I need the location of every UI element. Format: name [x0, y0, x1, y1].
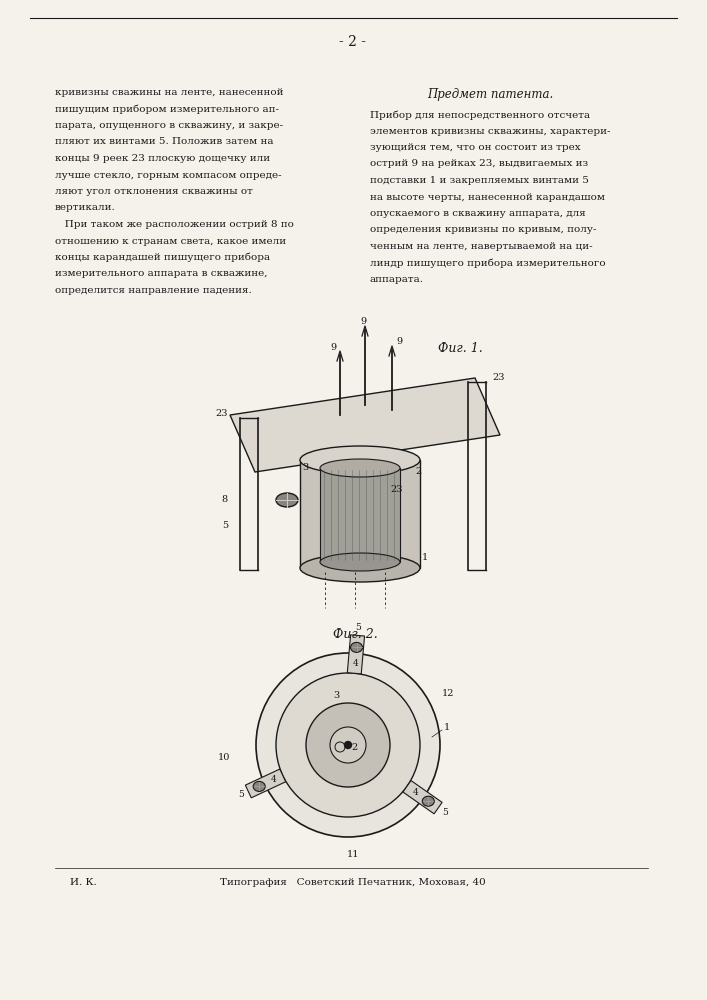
Text: определится направление падения.: определится направление падения.	[55, 286, 252, 295]
Text: При таком же расположении острий 8 по: При таком же расположении острий 8 по	[55, 220, 294, 229]
Text: 9: 9	[331, 342, 337, 352]
Text: острий 9 на рейках 23, выдвигаемых из: острий 9 на рейках 23, выдвигаемых из	[370, 159, 588, 168]
Text: элементов кривизны скважины, характери-: элементов кривизны скважины, характери-	[370, 126, 611, 135]
Text: зующийся тем, что он состоит из трех: зующийся тем, что он состоит из трех	[370, 143, 580, 152]
Text: 1: 1	[444, 722, 450, 732]
Text: подставки 1 и закрепляемых винтами 5: подставки 1 и закрепляемых винтами 5	[370, 176, 589, 185]
Text: 3: 3	[333, 690, 339, 700]
Text: Типография   Советский Печатник, Моховая, 40: Типография Советский Печатник, Моховая, …	[220, 878, 486, 887]
Text: парата, опущенного в скважину, и закре-: парата, опущенного в скважину, и закре-	[55, 121, 283, 130]
Text: концы 9 реек 23 плоскую дощечку или: концы 9 реек 23 плоскую дощечку или	[55, 154, 270, 163]
Text: на высоте черты, нанесенной карандашом: на высоте черты, нанесенной карандашом	[370, 192, 605, 202]
Text: Фиг. 1.: Фиг. 1.	[438, 342, 482, 355]
Text: 8: 8	[222, 495, 228, 504]
Text: ляют угол отклонения скважины от: ляют угол отклонения скважины от	[55, 187, 253, 196]
Text: 1: 1	[422, 554, 428, 562]
Circle shape	[276, 673, 420, 817]
Text: 11: 11	[346, 850, 359, 859]
Text: пишущим прибором измерительного ап-: пишущим прибором измерительного ап-	[55, 104, 279, 114]
Polygon shape	[300, 460, 420, 568]
Polygon shape	[320, 468, 400, 562]
Text: Фиг. 2.: Фиг. 2.	[332, 628, 378, 641]
Text: отношению к странам света, какое имели: отношению к странам света, какое имели	[55, 236, 286, 245]
Circle shape	[344, 742, 351, 748]
Text: 4: 4	[412, 788, 418, 797]
Ellipse shape	[320, 459, 400, 477]
Circle shape	[256, 653, 440, 837]
Text: кривизны сважины на ленте, нанесенной: кривизны сважины на ленте, нанесенной	[55, 88, 284, 97]
Ellipse shape	[253, 781, 265, 791]
Ellipse shape	[320, 553, 400, 571]
Polygon shape	[230, 378, 500, 472]
Ellipse shape	[300, 554, 420, 582]
Text: 2: 2	[352, 742, 358, 752]
Text: 23: 23	[216, 410, 228, 418]
Text: опускаемого в скважину аппарата, для: опускаемого в скважину аппарата, для	[370, 209, 586, 218]
Polygon shape	[245, 769, 286, 798]
Text: 4: 4	[271, 775, 276, 784]
Ellipse shape	[422, 796, 434, 806]
Text: линдр пишущего прибора измерительного: линдр пишущего прибора измерительного	[370, 258, 606, 268]
Text: Предмет патента.: Предмет патента.	[427, 88, 553, 101]
Text: 3: 3	[302, 464, 308, 473]
Text: 5: 5	[222, 520, 228, 530]
Text: 5: 5	[442, 808, 448, 817]
Text: 9: 9	[396, 338, 402, 347]
Text: ченным на ленте, навертываемой на ци-: ченным на ленте, навертываемой на ци-	[370, 242, 592, 251]
Circle shape	[330, 727, 366, 763]
Text: 12: 12	[442, 688, 455, 698]
Text: концы карандашей пишущего прибора: концы карандашей пишущего прибора	[55, 253, 270, 262]
Text: И. К.: И. К.	[70, 878, 97, 887]
Text: 5: 5	[356, 623, 361, 632]
Ellipse shape	[276, 493, 298, 507]
Text: лучше стекло, горным компасом опреде-: лучше стекло, горным компасом опреде-	[55, 170, 281, 180]
Text: Прибор для непосредственного отсчета: Прибор для непосредственного отсчета	[370, 110, 590, 119]
Text: измерительного аппарата в скважине,: измерительного аппарата в скважине,	[55, 269, 267, 278]
Text: аппарата.: аппарата.	[370, 275, 424, 284]
Text: пляют их винтами 5. Положив затем на: пляют их винтами 5. Положив затем на	[55, 137, 274, 146]
Text: 9: 9	[360, 318, 366, 326]
Ellipse shape	[300, 446, 420, 474]
Polygon shape	[347, 635, 365, 674]
Text: 10: 10	[218, 752, 230, 762]
Text: 5: 5	[238, 790, 244, 799]
Text: - 2 -: - 2 -	[339, 35, 366, 49]
Circle shape	[306, 703, 390, 787]
Text: 23: 23	[492, 373, 505, 382]
Text: определения кривизны по кривым, полу-: определения кривизны по кривым, полу-	[370, 226, 597, 234]
Polygon shape	[403, 781, 442, 814]
Text: 2: 2	[415, 468, 421, 477]
Text: вертикали.: вертикали.	[55, 204, 116, 213]
Text: 23: 23	[390, 486, 402, 494]
Text: 4: 4	[352, 659, 358, 668]
Ellipse shape	[351, 642, 363, 652]
